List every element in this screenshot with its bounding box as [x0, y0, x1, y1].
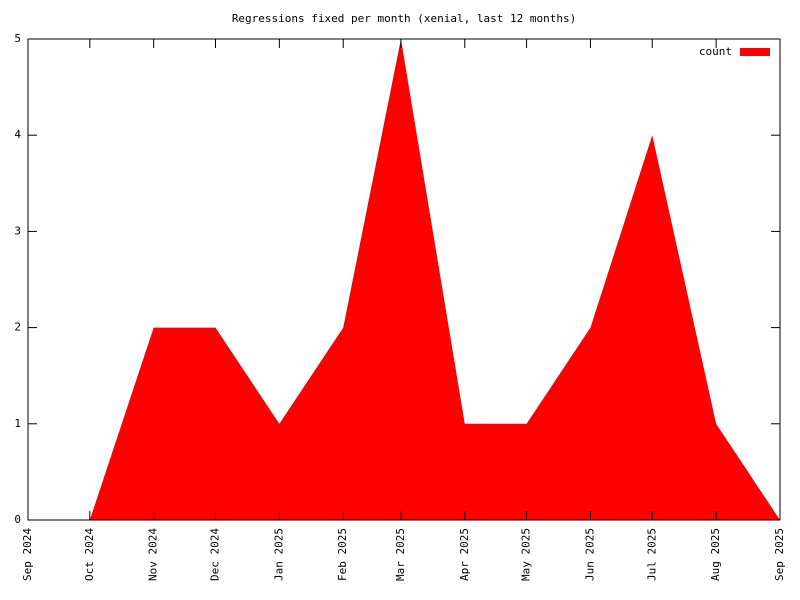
y-tick-label: 2 [14, 321, 21, 334]
x-tick-label: Jun 2025 [583, 528, 596, 581]
x-tick-label: Nov 2024 [147, 528, 160, 581]
legend-label: count [699, 45, 732, 58]
y-tick-label: 1 [14, 417, 21, 430]
x-tick-label: May 2025 [520, 528, 533, 581]
chart-title: Regressions fixed per month (xenial, las… [232, 12, 576, 25]
x-tick-label: Oct 2024 [83, 528, 96, 581]
x-tick-label: Apr 2025 [458, 528, 471, 581]
x-tick-label: Jul 2025 [645, 528, 658, 581]
y-tick-label: 3 [14, 224, 21, 237]
x-tick-label: Feb 2025 [336, 528, 349, 581]
area [89, 39, 780, 520]
y-tick-label: 0 [14, 513, 21, 526]
legend-swatch [740, 48, 770, 56]
plot-border [27, 38, 781, 521]
x-tick-label: Mar 2025 [394, 528, 407, 581]
x-tick-label: Sep 2025 [773, 528, 786, 581]
x-tick-label: Sep 2024 [21, 528, 34, 581]
x-tick-label: Dec 2024 [208, 528, 221, 581]
y-tick-label: 5 [14, 32, 21, 45]
x-tick-label: Aug 2025 [709, 528, 722, 581]
x-tick-label: Jan 2025 [272, 528, 285, 581]
y-tick-label: 4 [14, 128, 21, 141]
